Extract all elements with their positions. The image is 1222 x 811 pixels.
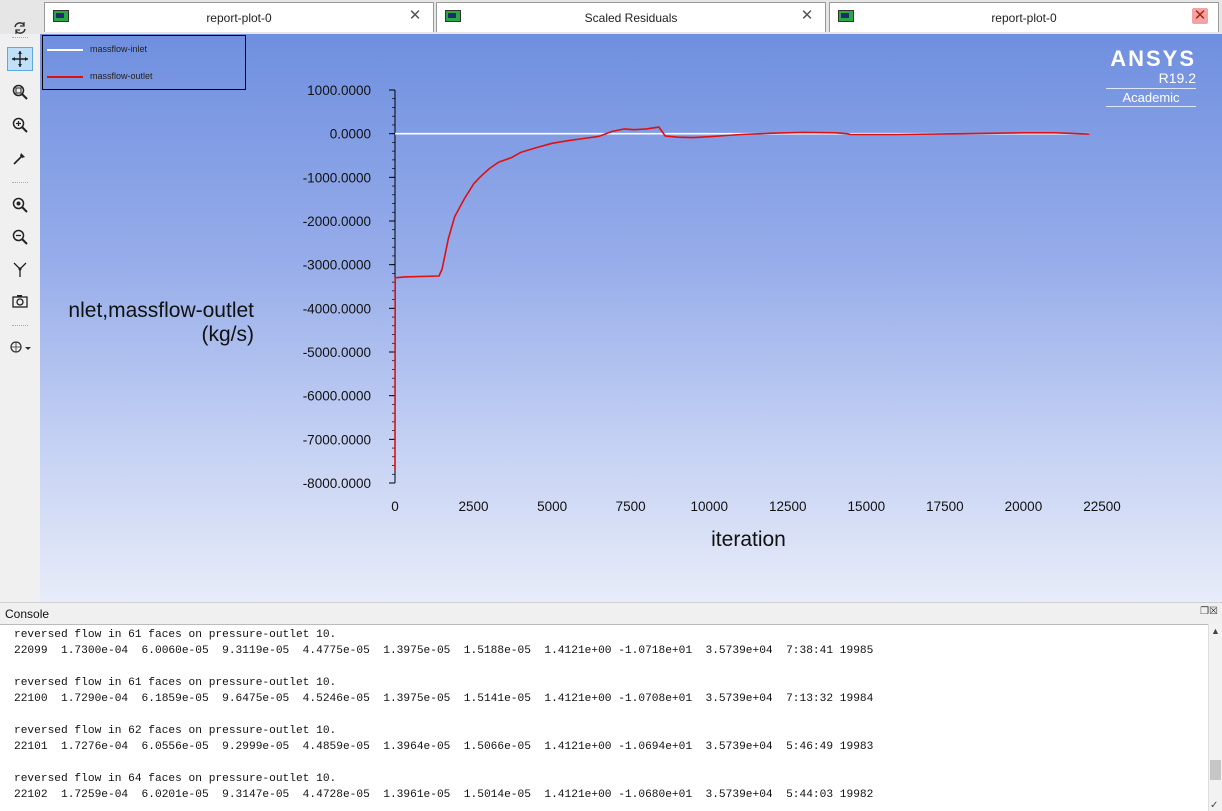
- x-tick-label: 2500: [459, 499, 489, 514]
- tab-bar: report-plot-0 ✕ Scaled Residuals ✕ repor…: [0, 0, 1222, 34]
- ansys-logo: ANSYS R19.2 Academic: [1106, 46, 1196, 107]
- toolbar-grip: [12, 37, 28, 41]
- x-tick-label: 0: [391, 499, 399, 514]
- console-scrollbar[interactable]: ▲ ✓: [1208, 624, 1222, 811]
- y-tick-label: -6000.0000: [303, 389, 371, 404]
- series-line-massflow-outlet: [394, 126, 1090, 470]
- zoom-in-icon[interactable]: [7, 113, 33, 137]
- y-axis-label: nlet,massflow-outlet (kg/s): [40, 299, 254, 347]
- zoom-region-icon[interactable]: [7, 80, 33, 104]
- pan-icon[interactable]: [7, 47, 33, 71]
- zoom-out-icon[interactable]: [7, 225, 33, 249]
- plot-area[interactable]: massflow-inlet massflow-outlet nlet,mass…: [40, 34, 1222, 602]
- x-axis-label: iteration: [711, 528, 786, 551]
- x-tick-label: 5000: [537, 499, 567, 514]
- view-options-icon[interactable]: [7, 336, 33, 360]
- y-tick-label: -3000.0000: [303, 258, 371, 273]
- y-axis-label-line: (kg/s): [201, 323, 255, 346]
- y-tick-label: 1000.0000: [307, 83, 371, 98]
- console-text: reversed flow in 61 faces on pressure-ou…: [14, 629, 874, 801]
- scroll-thumb[interactable]: [1210, 760, 1221, 780]
- probe-icon[interactable]: [7, 146, 33, 170]
- logo-version: R19.2: [1158, 70, 1196, 86]
- tab-scaled-residuals[interactable]: Scaled Residuals ✕: [436, 2, 826, 32]
- rotate-icon[interactable]: [7, 16, 33, 40]
- xy-chart: 1000.0000 0.0000 -1000.0000 -2000.0000 -3000…: [303, 83, 1121, 551]
- x-tick-label: 22500: [1083, 499, 1121, 514]
- scroll-down-icon[interactable]: ✓: [1210, 800, 1219, 811]
- legend-swatch: [47, 76, 83, 78]
- x-tick-label: 10000: [690, 499, 728, 514]
- tab-label: report-plot-0: [206, 11, 272, 25]
- y-tick-label: -5000.0000: [303, 345, 371, 360]
- legend-swatch: [47, 49, 83, 51]
- y-tick-label: -4000.0000: [303, 301, 371, 316]
- x-tick-label: 20000: [1005, 499, 1043, 514]
- x-tick-label: 12500: [769, 499, 807, 514]
- close-icon[interactable]: ✕: [408, 7, 422, 24]
- toolbar-separator: [12, 182, 28, 186]
- tab-label: Scaled Residuals: [584, 11, 678, 25]
- legend-label: massflow-outlet: [90, 71, 153, 81]
- y-tick-label: 0.0000: [330, 127, 371, 142]
- y-tick-label: -1000.0000: [303, 170, 371, 185]
- snapshot-icon[interactable]: [7, 289, 33, 313]
- y-tick-label: -2000.0000: [303, 214, 371, 229]
- close-icon[interactable]: ✕: [800, 7, 814, 24]
- plot-window-icon: [445, 10, 461, 22]
- console-output[interactable]: reversed flow in 61 faces on pressure-ou…: [0, 624, 1208, 811]
- y-tick-label: -7000.0000: [303, 432, 371, 447]
- close-icon[interactable]: ✕: [1192, 7, 1208, 24]
- legend-label: massflow-inlet: [90, 44, 148, 54]
- x-tick-label: 17500: [926, 499, 964, 514]
- fit-zoom-icon[interactable]: [7, 193, 33, 217]
- toolbar-separator: [12, 325, 28, 329]
- tab-report-plot-2[interactable]: report-plot-0 ✕: [829, 2, 1219, 32]
- logo-brand: ANSYS: [1110, 46, 1196, 71]
- close-icon[interactable]: ☒: [1209, 606, 1218, 617]
- console-window-buttons[interactable]: ❐☒: [1200, 606, 1218, 617]
- x-tick-label: 15000: [848, 499, 886, 514]
- plot-window-icon: [838, 10, 854, 22]
- legend: massflow-inlet massflow-outlet: [42, 35, 246, 90]
- tab-label: report-plot-0: [991, 11, 1057, 25]
- restore-icon[interactable]: ❐: [1200, 606, 1210, 617]
- axes-icon[interactable]: [7, 257, 33, 281]
- tab-report-plot-1[interactable]: report-plot-0 ✕: [44, 2, 434, 32]
- x-tick-label: 7500: [616, 499, 646, 514]
- plot-window-icon: [53, 10, 69, 22]
- y-tick-label: -8000.0000: [303, 476, 371, 491]
- logo-edition: Academic: [1106, 88, 1196, 107]
- console-header: Console ❐☒: [0, 602, 1222, 624]
- console-title: Console: [5, 607, 50, 621]
- scroll-up-icon[interactable]: ▲: [1211, 626, 1220, 636]
- y-axis-label-line: nlet,massflow-outlet: [68, 299, 254, 322]
